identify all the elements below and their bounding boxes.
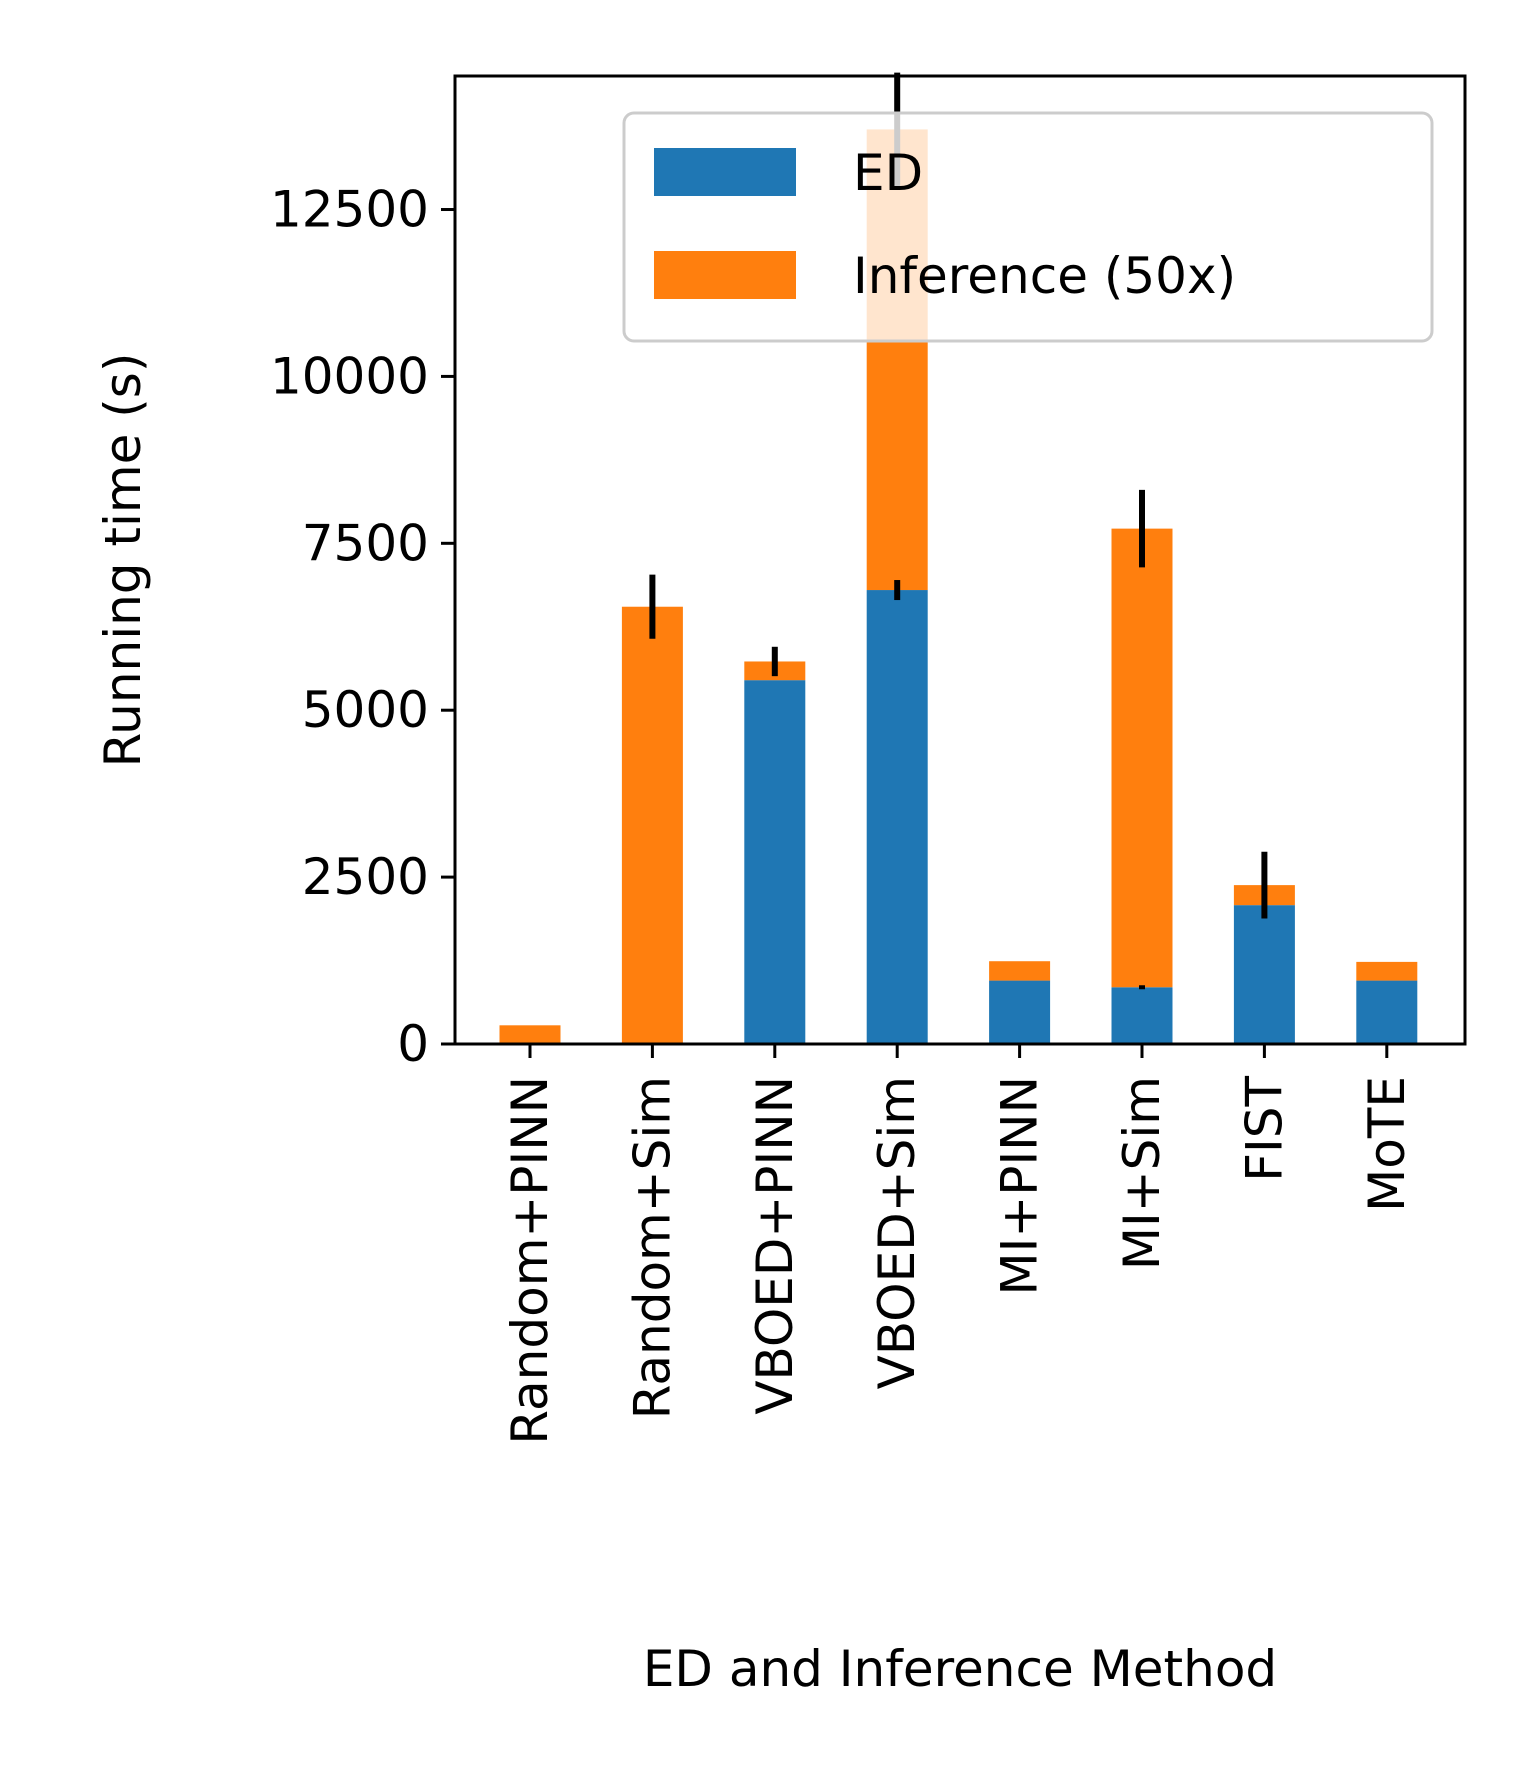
legend-label-ed: ED [853,144,923,202]
legend-box [622,111,1434,343]
y-tick-label: 10000 [270,347,429,405]
x-tick-label: Random+PINN [501,1076,559,1445]
legend-label-inference: Inference (50x) [853,247,1236,305]
x-tick-label: MI+PINN [991,1076,1049,1295]
x-tick-label: MoTE [1358,1076,1416,1212]
bar-ed-6 [1233,905,1295,1044]
bar-inference-4 [989,961,1051,981]
y-tick-label: 0 [397,1015,429,1073]
y-tick-label: 12500 [270,181,429,239]
bar-ed-5 [1111,987,1173,1044]
x-tick-label: VBOED+Sim [868,1076,926,1389]
legend: ED Inference (50x) [622,111,1434,343]
bar-inference-7 [1356,961,1418,981]
legend-swatch-inference [654,251,796,299]
bar-inference-5 [1111,528,1173,988]
x-tick-label: Random+Sim [623,1076,681,1419]
bar-ed-4 [989,980,1051,1044]
bar-inference-0 [499,1025,561,1044]
y-tick-label: 7500 [302,514,429,572]
x-tick-label: VBOED+PINN [746,1076,804,1415]
x-tick-label: MI+Sim [1113,1076,1171,1270]
bar-ed-3 [866,590,928,1044]
bar-ed-7 [1356,980,1418,1044]
bar-inference-1 [621,606,683,1044]
y-axis-label: Running time (s) [94,353,152,768]
y-tick-label: 5000 [302,681,429,739]
x-axis-label: ED and Inference Method [643,1640,1277,1698]
y-tick-label: 2500 [302,848,429,906]
axes-layer: 0 2500 5000 7500 10000 12500 Random+PINN Random… [270,74,1467,1445]
bar-ed-2 [744,680,806,1044]
x-tick-label: FIST [1235,1076,1293,1182]
legend-swatch-ed [654,148,796,196]
plot-frame [453,74,1467,1046]
